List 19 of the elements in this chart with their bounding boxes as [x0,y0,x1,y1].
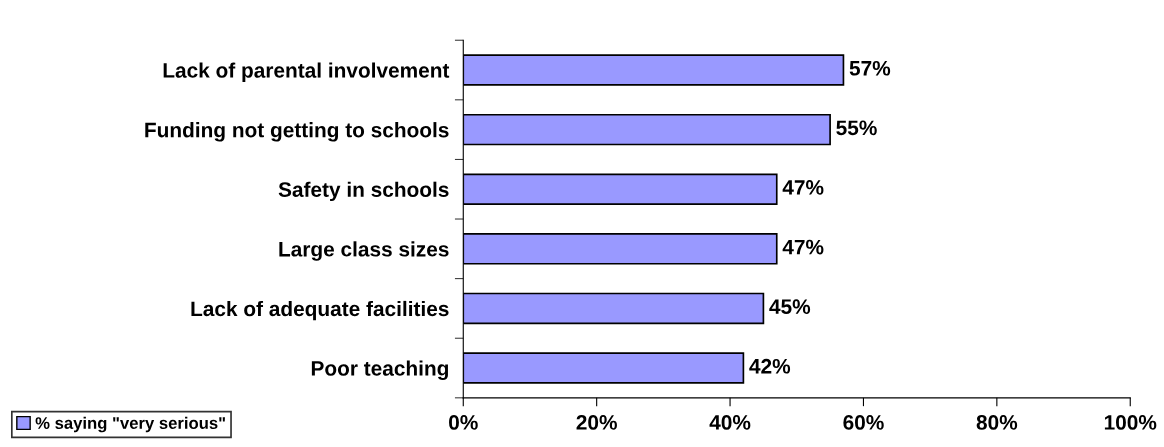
legend-label: % saying "very serious" [35,416,225,433]
y-tick-label: Lack of adequate facilities [191,300,449,321]
x-tick-label: 20% [576,415,617,430]
y-tick-label: Safety in schools [278,181,449,202]
y-tick-label: Large class sizes [279,241,449,261]
data-label: 47% [782,239,824,255]
x-tick-label: 100% [1104,415,1157,430]
x-tick-label: 60% [843,415,884,430]
y-tick-label: Lack of parental involvement [163,62,450,82]
y-tick-label: Poor teaching [311,360,448,380]
data-label: 55% [836,120,877,136]
x-tick-label: 80% [976,415,1018,430]
x-tick-label: 0% [449,415,478,430]
data-label: 45% [769,299,811,315]
data-label: 47% [782,180,824,195]
data-label: 42% [749,358,791,374]
data-label: 57% [849,60,891,76]
x-tick-label: 40% [709,415,751,430]
y-tick-label: Funding not getting to schools [145,122,449,142]
